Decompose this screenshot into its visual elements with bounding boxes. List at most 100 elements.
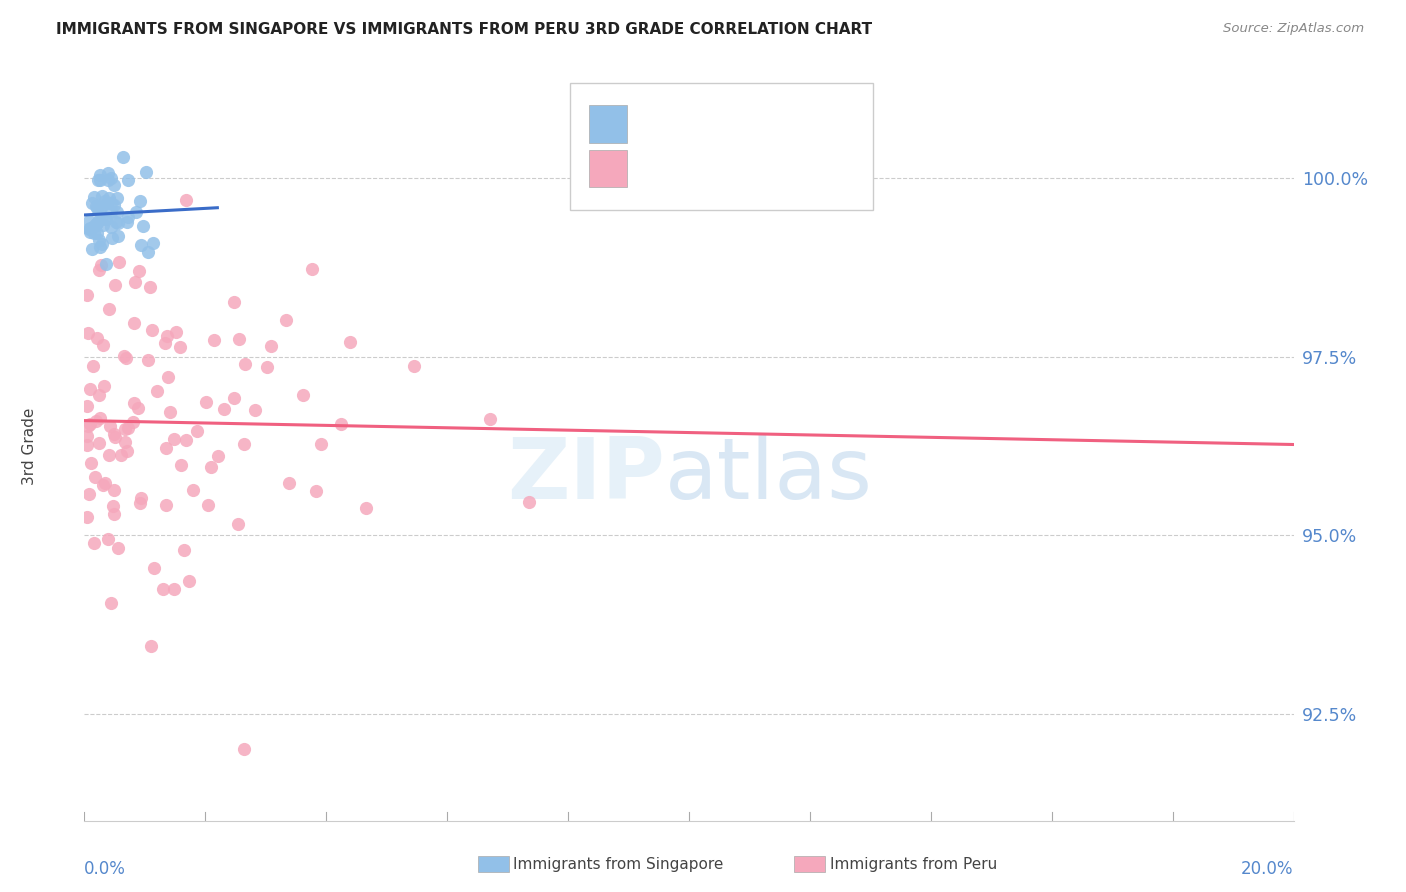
Point <box>233 742 256 756</box>
Point <box>76 287 98 301</box>
Point <box>93 194 115 208</box>
Point <box>207 449 229 463</box>
Point <box>90 259 112 273</box>
Point <box>309 437 332 451</box>
Point <box>141 323 163 337</box>
Text: 56: 56 <box>834 115 859 133</box>
Point <box>155 336 177 351</box>
Point <box>256 359 278 374</box>
Point <box>232 437 254 451</box>
Point <box>98 418 121 433</box>
Point <box>142 560 165 574</box>
Point <box>107 541 129 555</box>
Point <box>112 349 135 363</box>
Point <box>305 483 328 498</box>
Point <box>170 458 193 472</box>
Point <box>105 191 128 205</box>
Point <box>222 295 245 310</box>
Point <box>98 448 121 462</box>
Point <box>103 198 125 212</box>
Point <box>132 219 155 233</box>
Point <box>91 478 114 492</box>
Point <box>80 195 103 210</box>
Point <box>228 516 250 531</box>
Point <box>139 639 162 653</box>
Point <box>186 424 208 438</box>
Point <box>517 495 540 509</box>
Point <box>104 278 127 293</box>
Point <box>173 542 195 557</box>
Point <box>83 227 105 241</box>
Point <box>83 536 105 550</box>
Point <box>157 370 180 384</box>
Point <box>136 352 159 367</box>
Point <box>104 430 127 444</box>
Point <box>107 216 129 230</box>
Point <box>117 210 139 224</box>
Point <box>103 483 125 497</box>
Point <box>100 231 122 245</box>
Point <box>329 417 352 432</box>
Point <box>145 384 167 398</box>
Point <box>101 499 124 513</box>
Text: Source: ZipAtlas.com: Source: ZipAtlas.com <box>1223 22 1364 36</box>
Point <box>155 498 177 512</box>
Point <box>105 204 128 219</box>
Point <box>77 213 100 227</box>
Bar <box>589 150 627 187</box>
Point <box>301 262 323 277</box>
Point <box>174 434 197 448</box>
Point <box>84 414 107 428</box>
Point <box>127 401 149 415</box>
Text: Immigrants from Singapore: Immigrants from Singapore <box>513 857 724 871</box>
Point <box>87 173 110 187</box>
Point <box>83 470 105 484</box>
Point <box>79 417 101 432</box>
Point <box>202 333 225 347</box>
Point <box>77 222 100 236</box>
Text: 0.496: 0.496 <box>700 115 756 133</box>
Point <box>155 329 177 343</box>
Point <box>124 275 146 289</box>
FancyBboxPatch shape <box>571 83 873 210</box>
Point <box>97 191 120 205</box>
Text: 0.395: 0.395 <box>700 160 756 178</box>
Point <box>90 236 112 251</box>
Point <box>89 169 111 183</box>
Point <box>98 302 121 317</box>
Text: 105: 105 <box>834 160 872 178</box>
Point <box>177 574 200 588</box>
Point <box>89 173 111 187</box>
Point <box>97 173 120 187</box>
Point <box>86 216 108 230</box>
Point <box>89 233 111 247</box>
Point <box>165 325 187 339</box>
Point <box>129 194 152 208</box>
Point <box>174 193 197 207</box>
Point <box>292 388 315 402</box>
Point <box>94 257 117 271</box>
Point <box>110 448 132 462</box>
Point <box>87 435 110 450</box>
Point <box>87 262 110 277</box>
Point <box>356 500 378 515</box>
Point <box>93 379 115 393</box>
Point <box>125 205 148 219</box>
Text: atlas: atlas <box>665 434 873 517</box>
Text: R =: R = <box>637 160 676 178</box>
Point <box>138 245 160 260</box>
Point <box>194 394 217 409</box>
Point <box>479 411 502 425</box>
Point <box>86 227 108 241</box>
Point <box>124 316 146 330</box>
Point <box>76 326 98 340</box>
Point <box>163 582 186 597</box>
Point <box>260 339 283 353</box>
Point <box>79 220 101 235</box>
Point <box>77 419 100 434</box>
Point <box>212 402 235 417</box>
Text: 20.0%: 20.0% <box>1241 860 1294 878</box>
Point <box>129 496 152 510</box>
Point <box>86 331 108 345</box>
Point <box>87 388 110 402</box>
